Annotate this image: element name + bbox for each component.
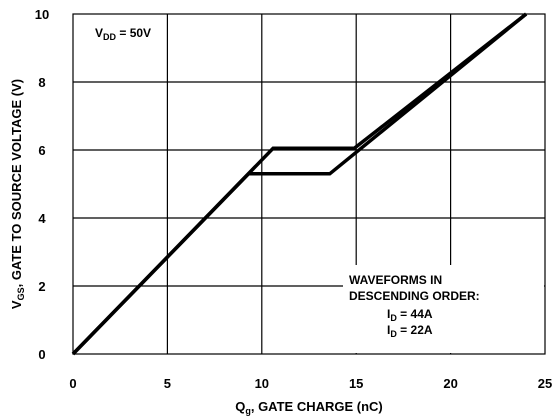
annotation-background <box>343 265 544 353</box>
vdd-annotation-background <box>90 22 162 42</box>
y-tick-label: 8 <box>38 75 45 90</box>
x-tick-label: 25 <box>538 376 552 391</box>
x-tick-label: 10 <box>255 376 269 391</box>
x-tick-label: 15 <box>349 376 363 391</box>
x-tick-label: 5 <box>164 376 171 391</box>
x-tick-label: 0 <box>69 376 76 391</box>
y-tick-label: 10 <box>35 7 49 22</box>
y-tick-label: 6 <box>38 143 45 158</box>
grid-lines <box>73 14 545 354</box>
vdd-annotation: VDD = 50V <box>95 26 151 42</box>
waveforms-note-line2: DESCENDING ORDER: <box>349 289 480 303</box>
x-axis-title: Qg, GATE CHARGE (nC) <box>235 399 383 416</box>
y-tick-label: 4 <box>38 211 46 226</box>
x-tick-label: 20 <box>443 376 457 391</box>
tick-labels: 0 5 10 15 20 25 0 2 4 6 8 10 <box>35 7 552 391</box>
id-22a-label: ID = 22A <box>387 323 433 339</box>
plot-area-frame <box>72 13 546 355</box>
waveforms-note-line1: WAVEFORMS IN <box>349 273 442 287</box>
id-44a-label: ID = 44A <box>387 307 433 323</box>
y-tick-label: 0 <box>38 347 45 362</box>
data-series <box>71 12 528 356</box>
y-tick-label: 2 <box>38 279 45 294</box>
gate-charge-curve-2 <box>71 12 528 356</box>
y-axis-title: VGS, GATE TO SOURCE VOLTAGE (V) <box>9 79 26 309</box>
